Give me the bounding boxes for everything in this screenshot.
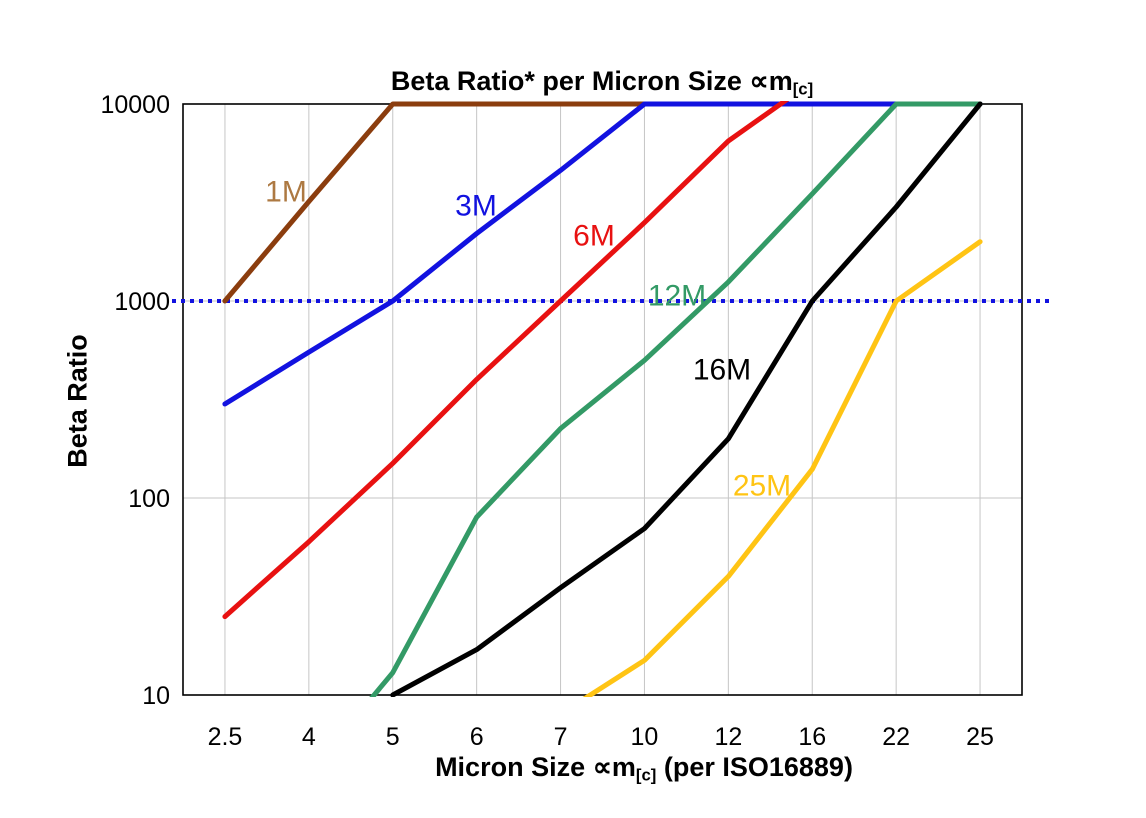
series-lines [222,101,983,697]
series-line-6m [222,101,790,620]
y-tick-label: 10000 [100,91,170,119]
x-tick-label: 6 [470,723,484,751]
y-tick-label: 10 [142,682,170,710]
x-tick-label: 25 [966,723,994,751]
series-line-25m [582,239,983,697]
x-tick-label: 2.5 [208,723,243,751]
x-tick-label: 12 [714,723,742,751]
chart-title: Beta Ratio* per Micron Size ∝m[c] [391,66,813,100]
series-line-12m [369,101,983,697]
x-axis-title-text: Micron Size [435,752,593,782]
x-axis-title-suffix: (per ISO16889) [656,752,853,782]
x-tick-label: 10 [631,723,659,751]
series-label-1m: 1M [265,176,307,209]
series-label-12m: 12M [648,280,706,313]
chart-title-subscript: [c] [792,79,814,99]
y-axis-title: Beta Ratio [62,334,93,468]
x-axis-title-subscript: [c] [635,765,657,785]
x-tick-label: 7 [554,723,568,751]
y-tick-label: 100 [128,485,170,513]
series-label-6m: 6M [573,220,615,253]
x-axis-title: Micron Size ∝m[c] (per ISO16889) [435,752,853,786]
x-tick-label: 5 [386,723,400,751]
y-tick-label: 1000 [114,288,170,316]
series-label-25m: 25M [733,470,791,503]
x-tick-label: 4 [302,723,316,751]
series-line-3m [222,101,983,407]
chart-title-symbol: ∝m [749,66,793,96]
x-tick-label: 22 [882,723,910,751]
series-label-16m: 16M [693,354,751,387]
chart-title-text: Beta Ratio* per Micron Size [390,66,750,96]
x-tick-label: 16 [798,723,826,751]
series-line-16m [390,101,983,697]
series-label-3m: 3M [455,190,497,223]
x-axis-title-symbol: ∝m [592,752,636,782]
